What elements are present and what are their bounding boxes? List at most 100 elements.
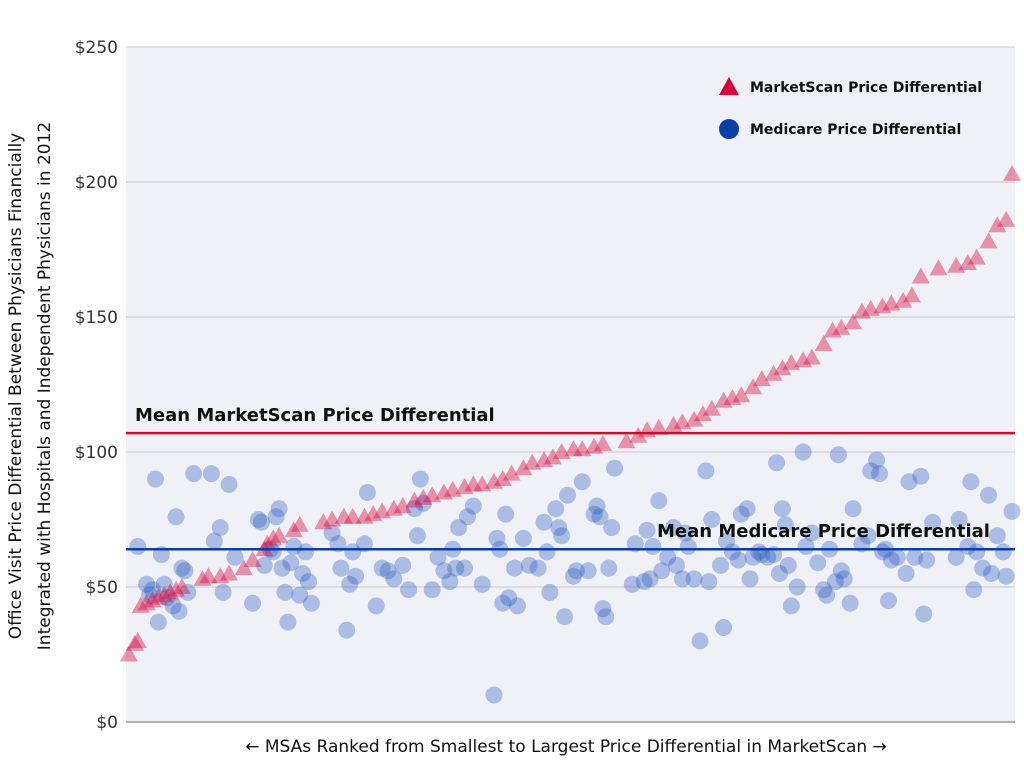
medicare-point bbox=[435, 562, 453, 580]
medicare-point bbox=[600, 559, 618, 577]
marketscan-point bbox=[764, 364, 783, 381]
medicare-point bbox=[185, 465, 203, 483]
medicare-point bbox=[809, 554, 827, 572]
medicare-point bbox=[285, 538, 303, 555]
medicare-point bbox=[950, 511, 968, 528]
marketscan-point bbox=[384, 499, 403, 516]
marketscan-point bbox=[702, 399, 721, 416]
marketscan-point bbox=[629, 426, 648, 443]
medicare-point bbox=[862, 462, 880, 480]
marketscan-point bbox=[911, 267, 930, 284]
medicare-point bbox=[164, 597, 182, 615]
legend-label-medicare: Medicare Price Differential bbox=[750, 122, 961, 138]
marketscan-point bbox=[502, 464, 521, 481]
medicare-point bbox=[564, 567, 582, 585]
medicare-point bbox=[149, 613, 167, 631]
medicare-point bbox=[685, 570, 703, 588]
medicare-point bbox=[547, 500, 565, 518]
medicare-point bbox=[871, 465, 889, 483]
medicare-point bbox=[323, 524, 341, 542]
legend: MarketScan Price Differential Medicare P… bbox=[719, 77, 982, 139]
medicare-point bbox=[759, 548, 777, 566]
medicare-point bbox=[829, 446, 847, 464]
medicare-point bbox=[915, 605, 933, 623]
y-tick-label: $50 bbox=[86, 578, 118, 598]
marketscan-point bbox=[988, 216, 1007, 233]
marketscan-point bbox=[323, 510, 342, 527]
marketscan-point bbox=[284, 521, 303, 538]
medicare-point bbox=[700, 573, 718, 591]
marketscan-point bbox=[882, 294, 901, 311]
medicare-point bbox=[697, 462, 715, 480]
marketscan-point bbox=[997, 210, 1016, 227]
plot-background bbox=[126, 47, 1015, 722]
medicare-point bbox=[441, 573, 459, 591]
medicare-point bbox=[379, 562, 397, 580]
medicare-point bbox=[968, 543, 986, 561]
medicare-point bbox=[297, 543, 315, 561]
legend-circle-icon bbox=[719, 119, 739, 139]
marketscan-point bbox=[732, 386, 751, 403]
medicare-point bbox=[179, 583, 197, 601]
medicare-point bbox=[405, 500, 423, 518]
medicare-point bbox=[603, 519, 621, 537]
marketscan-point bbox=[161, 583, 180, 600]
medicare-point bbox=[980, 486, 998, 504]
medicare-point bbox=[264, 543, 282, 561]
gridlines bbox=[126, 46, 1015, 588]
medicare-point bbox=[332, 559, 350, 577]
medicare-point bbox=[488, 529, 506, 547]
marketscan-point bbox=[543, 448, 562, 465]
medicare-point bbox=[143, 581, 161, 599]
marketscan-point bbox=[514, 459, 533, 476]
medicare-point bbox=[962, 473, 980, 491]
medicare-point bbox=[606, 459, 624, 477]
medicare-point bbox=[358, 484, 376, 501]
medicare-point bbox=[750, 543, 768, 561]
medicare-point bbox=[965, 581, 983, 599]
medicare-point bbox=[302, 594, 320, 612]
marketscan-point bbox=[149, 588, 168, 605]
medicare-point bbox=[897, 565, 915, 582]
marketscan-point bbox=[264, 529, 283, 546]
marketscan-point bbox=[314, 513, 333, 530]
medicare-point bbox=[500, 589, 518, 607]
medicare-point bbox=[176, 562, 194, 580]
medicare-point bbox=[300, 573, 318, 591]
medicare-point bbox=[267, 508, 285, 526]
marketscan-point bbox=[649, 418, 668, 435]
marketscan-point bbox=[894, 291, 913, 308]
marketscan-point bbox=[434, 483, 453, 500]
medicare-point bbox=[947, 548, 965, 566]
medicare-point bbox=[155, 575, 173, 593]
medicare-point bbox=[782, 597, 800, 615]
medicare-point bbox=[982, 565, 1000, 582]
medicare-point bbox=[291, 586, 309, 604]
medicare-point bbox=[529, 559, 547, 577]
medicare-point bbox=[408, 527, 426, 545]
y-tick-label: $150 bbox=[75, 308, 118, 328]
marketscan-point bbox=[794, 351, 813, 368]
medicare-point bbox=[832, 562, 850, 580]
medicare-point bbox=[723, 543, 741, 561]
medicare-point bbox=[509, 597, 527, 615]
medicare-point bbox=[244, 594, 262, 612]
medicare-point bbox=[738, 500, 756, 518]
medicare-point bbox=[520, 556, 538, 574]
medicare-point bbox=[879, 592, 897, 609]
medicare-point bbox=[844, 500, 862, 518]
medicare-point bbox=[638, 521, 656, 539]
marketscan-point bbox=[861, 299, 880, 316]
marketscan-point bbox=[664, 416, 683, 432]
medicare-point bbox=[138, 575, 156, 593]
marketscan-point bbox=[211, 567, 230, 584]
marketscan-point bbox=[979, 232, 998, 249]
medicare-point bbox=[959, 538, 977, 555]
medicare-point bbox=[347, 567, 365, 585]
marketscan-point bbox=[523, 453, 542, 470]
medicare-point bbox=[447, 559, 465, 577]
medicare-point bbox=[494, 594, 512, 612]
medicare-point bbox=[771, 565, 789, 582]
marketscan-point bbox=[193, 569, 212, 586]
medicare-point bbox=[282, 554, 300, 572]
